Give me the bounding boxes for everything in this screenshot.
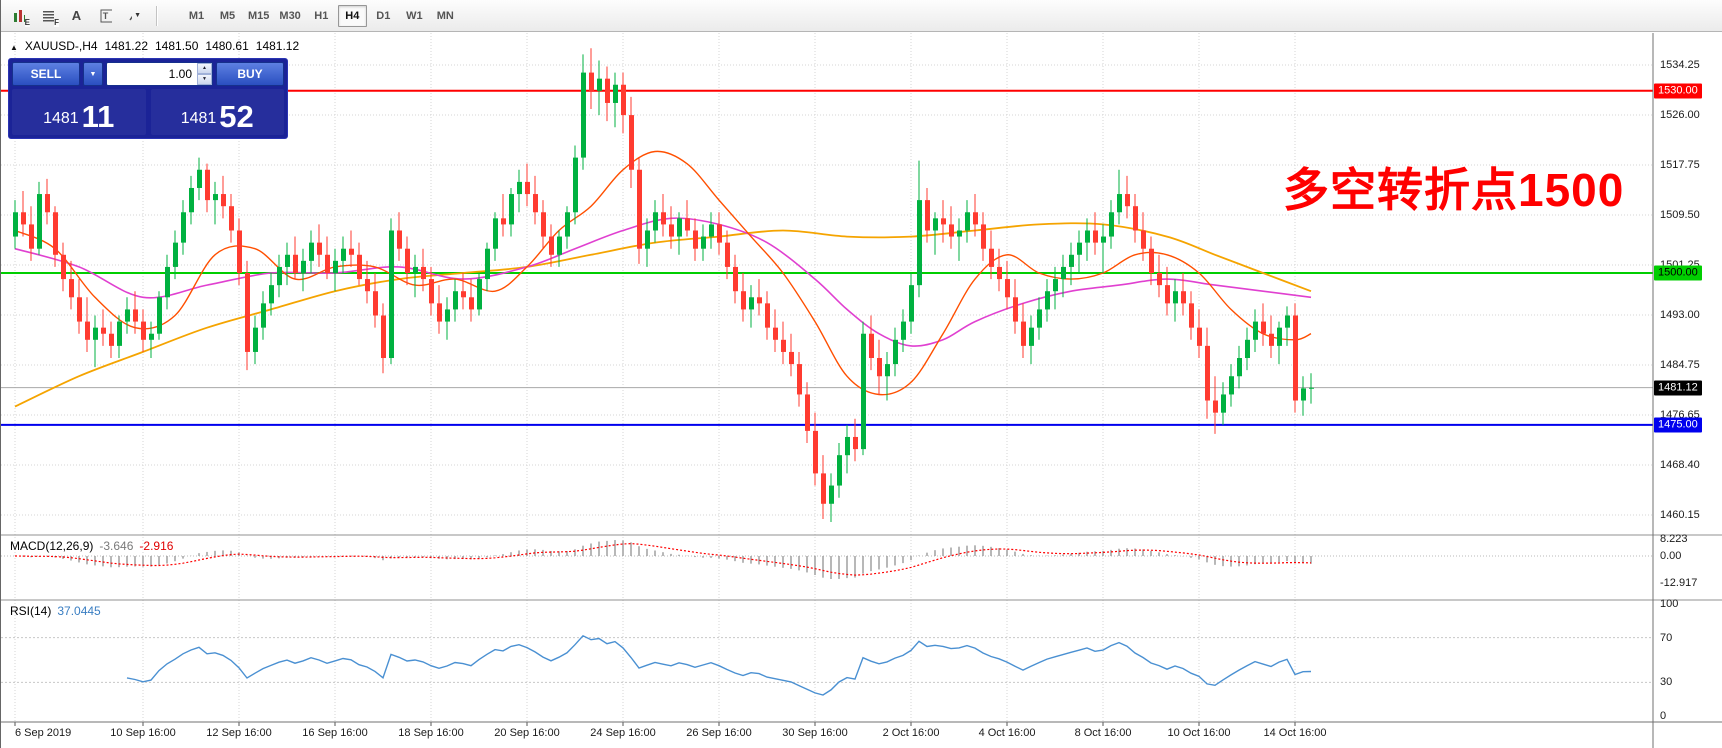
macd-axis-label: 8.223 bbox=[1660, 532, 1688, 545]
ohlc-open: 1481.22 bbox=[104, 39, 148, 53]
timeframe-button-m5[interactable]: M5 bbox=[213, 5, 242, 27]
sell-button[interactable]: SELL bbox=[12, 62, 80, 86]
price-level-badge: 1530.00 bbox=[1654, 83, 1702, 99]
macd-label: MACD(12,26,9) -3.646 -2.916 bbox=[10, 539, 173, 553]
price-axis-label: 1460.15 bbox=[1660, 509, 1700, 521]
ohlc-low: 1480.61 bbox=[205, 39, 249, 53]
buy-price-small: 1481 bbox=[180, 110, 217, 127]
time-axis-label: 8 Oct 16:00 bbox=[1074, 727, 1132, 739]
price-axis-label: 1484.75 bbox=[1660, 359, 1700, 371]
toolbar: E F A T ▼ M1 M5 M15 M30 H1 H4 D1 W1 MN bbox=[1, 0, 1722, 32]
price-level-badge: 1475.00 bbox=[1654, 417, 1702, 433]
text-label-icon[interactable]: A bbox=[63, 4, 90, 28]
one-click-toggle-icon[interactable]: ▲ bbox=[10, 43, 18, 52]
toolbar-separator bbox=[156, 5, 158, 26]
time-axis-label: 18 Sep 16:00 bbox=[398, 727, 464, 739]
volume-dropdown-button[interactable]: ▼ bbox=[83, 62, 103, 86]
rsi-axis-label: 100 bbox=[1660, 598, 1679, 610]
timeframe-button-h4[interactable]: H4 bbox=[337, 4, 367, 27]
buy-price-display[interactable]: 1481 52 bbox=[150, 89, 284, 135]
caret-down-icon: ▼ bbox=[134, 12, 141, 19]
price-axis-label: 1493.00 bbox=[1660, 309, 1700, 321]
time-axis-label: 24 Sep 16:00 bbox=[590, 727, 656, 739]
rsi-axis-label: 70 bbox=[1660, 631, 1673, 644]
price-axis-label: 1517.75 bbox=[1660, 159, 1700, 171]
ohlc-high: 1481.50 bbox=[155, 39, 199, 53]
expert-chart-icon-badge: E bbox=[24, 17, 30, 27]
caret-down-icon: ▼ bbox=[89, 70, 97, 78]
volume-increase-button[interactable]: ▲ bbox=[197, 63, 212, 74]
sell-price-small: 1481 bbox=[43, 110, 79, 127]
ohlc-close: 1481.12 bbox=[255, 39, 300, 53]
time-axis-label: 26 Sep 16:00 bbox=[686, 727, 752, 739]
price-axis-label: 1526.00 bbox=[1660, 109, 1700, 121]
rsi-axis-label: 30 bbox=[1660, 676, 1673, 689]
chart-annotation-text: 多空转折点1500 bbox=[1283, 164, 1625, 216]
rsi-value: 37.0445 bbox=[57, 604, 101, 618]
timeframe-button-d1[interactable]: D1 bbox=[369, 5, 398, 27]
macd-main-value: -3.646 bbox=[99, 539, 134, 553]
last-price-badge: 1481.12 bbox=[1654, 380, 1702, 396]
macd-signal-value: -2.916 bbox=[139, 539, 174, 553]
macd-name: MACD(12,26,9) bbox=[10, 539, 94, 553]
chart-header: ▲ XAUUSD-,H4 1481.22 1481.50 1480.61 148… bbox=[10, 39, 299, 53]
rsi-name: RSI(14) bbox=[10, 604, 52, 618]
one-click-trading-panel: SELL ▼ ▲ ▼ BUY 1481 11 1481 52 bbox=[8, 58, 288, 139]
price-level-badge: 1500.00 bbox=[1654, 265, 1702, 281]
timeframe-button-w1[interactable]: W1 bbox=[400, 5, 429, 27]
timeframe-button-m30[interactable]: M30 bbox=[275, 5, 304, 27]
time-axis-label: 14 Oct 16:00 bbox=[1263, 727, 1327, 739]
timeframe-button-h1[interactable]: H1 bbox=[307, 5, 336, 27]
profile-list-icon[interactable]: F bbox=[34, 4, 61, 28]
price-axis-label: 1509.50 bbox=[1660, 209, 1700, 221]
profile-list-icon-badge: F bbox=[54, 17, 59, 27]
time-axis-label: 16 Sep 16:00 bbox=[302, 727, 368, 739]
buy-price-big: 52 bbox=[219, 99, 254, 134]
template-box-icon[interactable]: T bbox=[92, 4, 119, 28]
macd-pane-separator[interactable] bbox=[1, 533, 1653, 538]
rsi-axis-label: 0 bbox=[1660, 710, 1667, 722]
time-axis-label: 10 Sep 16:00 bbox=[110, 727, 176, 739]
timeframe-button-m15[interactable]: M15 bbox=[244, 5, 273, 27]
price-axis-label: 1468.40 bbox=[1660, 459, 1700, 471]
sell-price-display[interactable]: 1481 11 bbox=[12, 89, 146, 135]
price-axis-label: 1534.25 bbox=[1660, 59, 1700, 71]
time-axis-label: 6 Sep 2019 bbox=[15, 727, 72, 739]
timeframe-button-mn[interactable]: MN bbox=[431, 5, 460, 27]
sell-price-big: 11 bbox=[81, 99, 115, 134]
line-studies-icon[interactable]: ▼ bbox=[121, 4, 148, 28]
rsi-pane-separator[interactable] bbox=[1, 598, 1653, 603]
rsi-label: RSI(14) 37.0445 bbox=[10, 604, 101, 618]
buy-button[interactable]: BUY bbox=[216, 62, 284, 86]
macd-axis-label: 0.00 bbox=[1660, 550, 1682, 562]
time-axis-label: 30 Sep 16:00 bbox=[782, 727, 848, 739]
macd-axis-label: -12.917 bbox=[1660, 577, 1698, 590]
time-axis-label: 2 Oct 16:00 bbox=[882, 727, 940, 739]
time-axis-label: 10 Oct 16:00 bbox=[1167, 727, 1231, 739]
timeframe-button-m1[interactable]: M1 bbox=[182, 5, 211, 27]
expert-chart-icon[interactable]: E bbox=[5, 4, 32, 28]
symbol-period-label: XAUUSD-,H4 bbox=[24, 39, 98, 53]
volume-decrease-button[interactable]: ▼ bbox=[197, 74, 212, 85]
volume-input[interactable] bbox=[106, 62, 213, 86]
time-axis-label: 12 Sep 16:00 bbox=[206, 727, 272, 739]
time-axis-label: 4 Oct 16:00 bbox=[978, 727, 1036, 739]
time-axis-label: 20 Sep 16:00 bbox=[494, 727, 560, 739]
